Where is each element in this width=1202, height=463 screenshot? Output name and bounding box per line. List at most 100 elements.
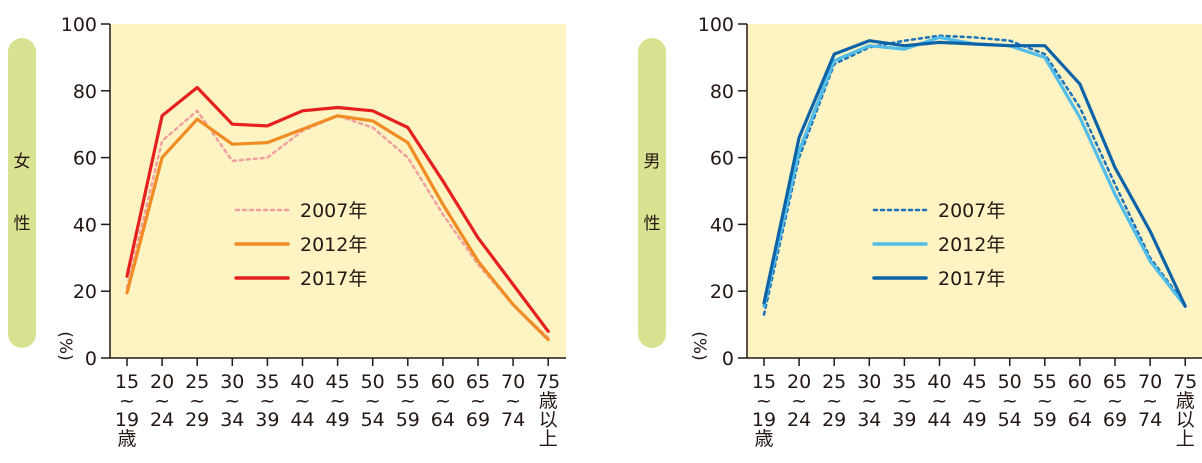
x-category-label: 歳: [754, 428, 773, 450]
legend-label: 2017年: [938, 268, 1005, 290]
x-category-label: 40: [927, 371, 951, 393]
side-label-pill: [8, 38, 36, 348]
legend-label: 2007年: [300, 200, 367, 222]
x-category-label: 30: [857, 371, 881, 393]
x-category-label: ~: [154, 390, 170, 412]
x-category-label: 25: [185, 371, 209, 393]
x-category-label: 19: [752, 409, 776, 431]
x-category-label: 歳: [1176, 390, 1195, 412]
x-category-label: 以: [1176, 409, 1195, 431]
x-category-label: ~: [224, 390, 240, 412]
side-label-char: 性: [644, 214, 661, 234]
x-category-label: 74: [1138, 409, 1162, 431]
y-tick-label: 20: [73, 281, 97, 303]
x-category-label: 以: [539, 409, 558, 431]
x-category-label: 25: [822, 371, 846, 393]
x-category-label: ~: [1037, 390, 1053, 412]
x-category-label: ~: [259, 390, 275, 412]
x-category-label: 19: [115, 409, 139, 431]
x-category-label: 69: [1103, 409, 1127, 431]
female-chart: 女性020406080100(%)15~19歳20~2425~2930~3435…: [8, 14, 566, 450]
x-category-label: 74: [501, 409, 525, 431]
x-category-label: ~: [861, 390, 877, 412]
x-category-label: 70: [501, 371, 525, 393]
x-category-label: 39: [255, 409, 279, 431]
x-category-label: ~: [189, 390, 205, 412]
x-category-label: 45: [963, 371, 987, 393]
x-category-label: 54: [361, 409, 385, 431]
x-category-label: 75: [536, 371, 560, 393]
series-line-2017年: [125, 85, 550, 333]
x-category-label: 50: [361, 371, 385, 393]
x-category-label: ~: [505, 390, 521, 412]
y-tick-label: 40: [73, 214, 97, 236]
x-category-label: 24: [787, 409, 811, 431]
x-category-label: 49: [326, 409, 350, 431]
x-category-label: ~: [896, 390, 912, 412]
y-unit-label: (%): [55, 331, 75, 360]
x-category-label: 65: [1103, 371, 1127, 393]
y-tick-label: 60: [710, 148, 734, 170]
x-category-label: 歳: [117, 428, 136, 450]
x-category-label: 35: [255, 371, 279, 393]
series-line-2017年: [762, 39, 1187, 308]
x-category-label: ~: [365, 390, 381, 412]
x-category-label: ~: [967, 390, 983, 412]
x-category-label: ~: [932, 390, 948, 412]
y-tick-label: 80: [710, 81, 734, 103]
x-category-label: 59: [396, 409, 420, 431]
y-unit-label: (%): [689, 331, 709, 360]
x-category-label: 40: [290, 371, 314, 393]
x-category-label: ~: [470, 390, 486, 412]
plot-area: [110, 24, 566, 358]
x-category-label: 60: [431, 371, 455, 393]
x-category-label: 59: [1033, 409, 1057, 431]
y-tick-label: 60: [73, 148, 97, 170]
x-category-label: 30: [220, 371, 244, 393]
x-category-label: ~: [791, 390, 807, 412]
x-category-label: 15: [115, 371, 139, 393]
x-category-label: 39: [892, 409, 916, 431]
plot-area: [747, 24, 1202, 358]
legend-label: 2007年: [938, 200, 1005, 222]
x-category-label: ~: [756, 390, 772, 412]
x-category-label: ~: [1002, 390, 1018, 412]
x-category-label: 64: [1068, 409, 1092, 431]
y-tick-label: 40: [710, 214, 734, 236]
x-category-label: 24: [150, 409, 174, 431]
male-chart: 男性020406080100(%)15~19歳20~2425~2930~3435…: [638, 14, 1202, 450]
x-category-label: 29: [822, 409, 846, 431]
x-category-label: 20: [787, 371, 811, 393]
y-tick-label: 0: [85, 348, 97, 370]
x-category-label: 20: [150, 371, 174, 393]
x-category-label: 54: [998, 409, 1022, 431]
x-category-label: 65: [466, 371, 490, 393]
x-category-label: 35: [892, 371, 916, 393]
x-category-label: 上: [1176, 428, 1195, 450]
x-category-label: 49: [963, 409, 987, 431]
x-category-label: 45: [326, 371, 350, 393]
y-tick-label: 0: [722, 348, 734, 370]
x-category-label: 55: [1033, 371, 1057, 393]
x-category-label: 75: [1173, 371, 1197, 393]
legend-label: 2012年: [938, 234, 1005, 256]
x-category-label: 60: [1068, 371, 1092, 393]
y-tick-label: 80: [73, 81, 97, 103]
x-category-label: 歳: [539, 390, 558, 412]
x-category-label: ~: [295, 390, 311, 412]
x-category-label: 55: [396, 371, 420, 393]
x-category-label: ~: [1072, 390, 1088, 412]
y-tick-label: 100: [61, 14, 97, 36]
x-category-label: 34: [220, 409, 244, 431]
side-label-char: 性: [14, 214, 31, 234]
x-category-label: ~: [1107, 390, 1123, 412]
x-category-label: ~: [826, 390, 842, 412]
x-category-label: ~: [119, 390, 135, 412]
x-category-label: ~: [330, 390, 346, 412]
x-category-label: 44: [290, 409, 314, 431]
side-label-pill: [638, 38, 666, 348]
legend-label: 2017年: [300, 268, 367, 290]
side-label-char: 男: [644, 152, 661, 172]
y-tick-label: 20: [710, 281, 734, 303]
x-category-label: 29: [185, 409, 209, 431]
